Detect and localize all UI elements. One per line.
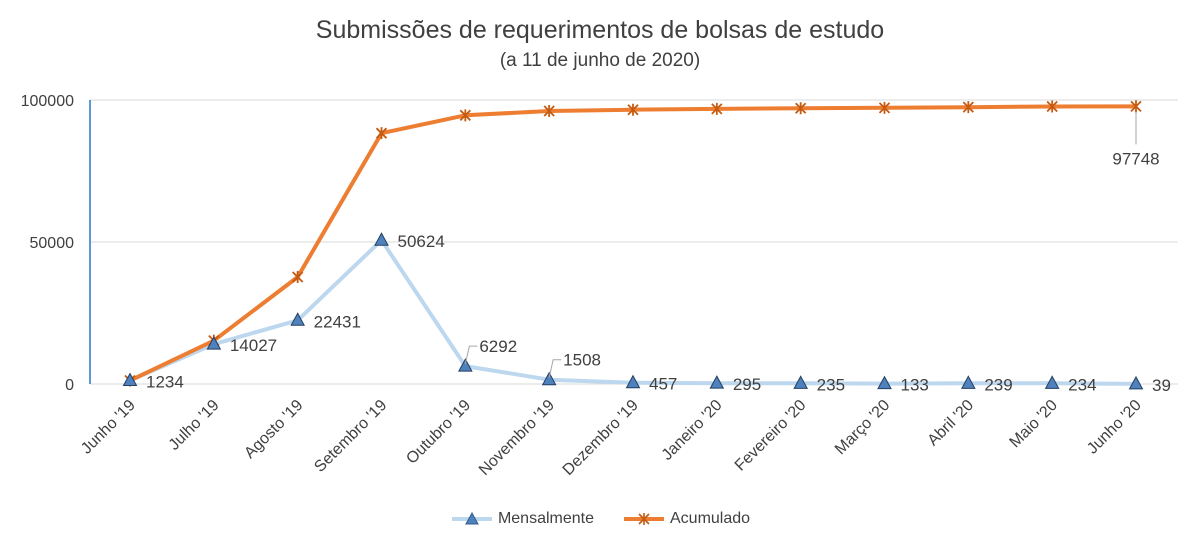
point-mensalmente xyxy=(709,375,725,389)
legend-label-acumulado: Acumulado xyxy=(670,510,751,527)
legend-item-acumulado: Acumulado xyxy=(622,510,750,528)
point-acumulado xyxy=(878,101,891,114)
point-acumulado xyxy=(1130,100,1142,113)
point-mensalmente xyxy=(122,372,138,386)
chart-title: Submissões de requerimentos de bolsas de… xyxy=(315,16,885,44)
point-mensalmente xyxy=(877,375,892,390)
y-tick-label: 50000 xyxy=(30,235,75,252)
data-label-mensalmente: 234 xyxy=(1068,375,1096,394)
point-acumulado xyxy=(795,102,807,115)
series-line-acumulado xyxy=(129,104,1137,383)
x-tick-label: Dezembro '19 xyxy=(560,397,642,479)
data-label-mensalmente: 22431 xyxy=(314,312,361,331)
x-tick-label: Outubro '19 xyxy=(403,397,474,468)
point-acumulado xyxy=(375,127,388,140)
point-mensalmente xyxy=(1128,375,1144,390)
point-mensalmente xyxy=(960,375,976,389)
data-label-mensalmente: 6292 xyxy=(479,337,517,356)
legend-swatch-mensalmente xyxy=(451,512,492,525)
data-label-leader xyxy=(548,359,562,378)
point-mensalmente xyxy=(290,312,306,326)
point-mensalmente xyxy=(374,232,389,246)
legend-label-mensalmente: Mensalmente xyxy=(497,510,594,527)
point-acumulado xyxy=(292,270,304,283)
data-label-leader xyxy=(464,345,478,365)
data-label-mensalmente: 239 xyxy=(984,375,1012,394)
x-tick-label: Junho '20 xyxy=(1084,397,1145,458)
data-label-mensalmente: 133 xyxy=(901,376,929,395)
data-label-mensalmente: 1508 xyxy=(563,351,601,370)
y-tick-label: 100000 xyxy=(21,93,74,110)
point-mensalmente xyxy=(1044,375,1060,389)
x-tick-label: Junho '19 xyxy=(78,397,139,458)
legend-item-mensalmente: Mensalmente xyxy=(450,510,594,528)
point-acumulado xyxy=(459,109,471,122)
x-tick-label: Setembro '19 xyxy=(311,397,390,476)
data-label-mensalmente: 14027 xyxy=(230,336,277,355)
series-line-mensalmente xyxy=(129,238,1137,386)
legend: Mensalmente Acumulado xyxy=(0,510,1200,528)
point-mensalmente xyxy=(206,336,222,350)
data-label-mensalmente: 235 xyxy=(817,375,845,394)
x-tick-label: Julho '19 xyxy=(166,397,223,454)
data-label-mensalmente: 457 xyxy=(649,375,677,394)
point-acumulado xyxy=(1046,100,1058,113)
x-tick-label: Janeiro '20 xyxy=(659,397,726,464)
point-mensalmente xyxy=(793,375,809,389)
y-tick-label: 0 xyxy=(65,377,74,394)
point-acumulado xyxy=(627,103,639,116)
point-mensalmente xyxy=(457,358,473,372)
chart-subtitle: (a 11 de junho de 2020) xyxy=(499,50,701,71)
point-mensalmente xyxy=(625,374,641,389)
x-tick-label: Novembro '19 xyxy=(476,397,558,479)
data-label-mensalmente: 39 xyxy=(1152,376,1171,395)
x-tick-label: Maio '20 xyxy=(1007,397,1062,452)
x-tick-label: Agosto '19 xyxy=(241,397,306,462)
point-acumulado xyxy=(543,105,555,118)
x-tick-label: Março '20 xyxy=(832,397,893,458)
x-tick-label: Abril '20 xyxy=(925,397,978,450)
data-label-mensalmente: 1234 xyxy=(146,372,184,391)
data-label-acumulado: 97748 xyxy=(1112,149,1159,168)
legend-swatch-acumulado xyxy=(624,513,664,525)
data-label-mensalmente: 50624 xyxy=(398,232,445,251)
point-acumulado xyxy=(962,101,974,114)
point-acumulado xyxy=(711,102,723,115)
point-mensalmente xyxy=(541,371,557,386)
data-label-mensalmente: 295 xyxy=(733,375,761,394)
x-tick-label: Fevereiro '20 xyxy=(732,397,810,475)
